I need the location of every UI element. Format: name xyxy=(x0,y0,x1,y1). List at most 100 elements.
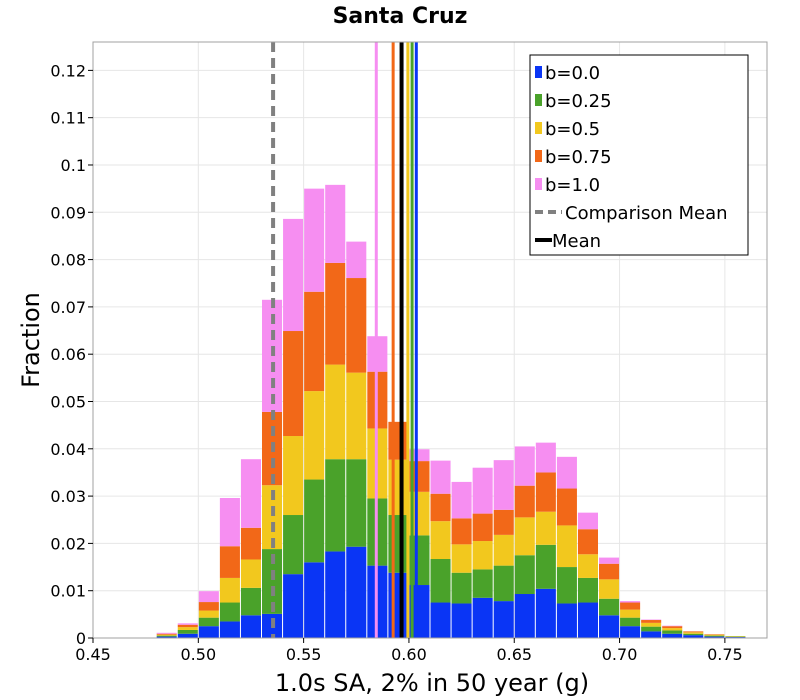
x-tick-label: 0.75 xyxy=(707,645,743,664)
bar-segment xyxy=(704,636,725,638)
y-tick-label: 0.03 xyxy=(50,487,86,506)
legend-label: b=0.5 xyxy=(545,119,600,140)
bar-segment xyxy=(388,459,409,516)
y-tick-label: 0.01 xyxy=(50,582,86,601)
bar-segment xyxy=(325,262,346,365)
bar-segment xyxy=(430,460,451,494)
bar-segment xyxy=(704,634,725,636)
bar-segment xyxy=(641,622,662,627)
bar-segment xyxy=(704,635,725,637)
x-tick-label: 0.45 xyxy=(75,645,111,664)
y-tick-label: 0.12 xyxy=(50,61,86,80)
bar-segment xyxy=(451,572,472,604)
legend-swatch xyxy=(535,122,542,134)
bar-segment xyxy=(493,509,514,535)
bar-segment xyxy=(514,517,535,556)
bar-segment xyxy=(493,460,514,510)
chart-title: Santa Cruz xyxy=(333,4,468,29)
bar-segment xyxy=(430,602,451,638)
bar-segment xyxy=(198,602,219,611)
bar-segment xyxy=(388,515,409,573)
bar-segment xyxy=(641,626,662,632)
bar-segment xyxy=(283,574,304,638)
bar-segment xyxy=(325,184,346,263)
bar-segment xyxy=(577,554,598,578)
y-tick-label: 0.06 xyxy=(50,345,86,364)
bar-segment xyxy=(198,610,219,618)
bar-segment xyxy=(472,541,493,570)
legend-swatch xyxy=(535,178,542,190)
bar-segment xyxy=(556,456,577,489)
bar-segment xyxy=(556,488,577,526)
bar-segment xyxy=(472,569,493,598)
bar-segment xyxy=(514,485,535,518)
bar-segment xyxy=(556,525,577,568)
bar-segment xyxy=(620,602,641,610)
bar-segment xyxy=(620,617,641,627)
legend-box xyxy=(529,54,749,256)
mean-lines xyxy=(271,42,418,638)
bar-segment xyxy=(620,609,641,618)
bar-segment xyxy=(177,633,198,638)
bar-segment xyxy=(451,603,472,638)
bar-segment xyxy=(683,633,704,636)
bar-segment xyxy=(283,436,304,516)
bar-segment xyxy=(620,601,641,603)
bar-segment xyxy=(599,563,620,580)
bar-segment xyxy=(219,621,240,638)
bar-segment xyxy=(556,567,577,604)
bar-segment xyxy=(662,628,683,631)
bar-segment xyxy=(493,534,514,566)
bar-segment xyxy=(535,544,556,589)
x-tick-label: 0.70 xyxy=(602,645,638,664)
bar-segment xyxy=(240,559,261,588)
bar-segment xyxy=(304,479,325,563)
bar-segment xyxy=(156,633,177,635)
bar-segment xyxy=(219,497,240,547)
bar-segment xyxy=(240,527,261,560)
bar-segment xyxy=(262,549,283,614)
x-tick-label: 0.60 xyxy=(391,645,427,664)
y-tick-label: 0.1 xyxy=(61,156,86,175)
bar-segment xyxy=(156,636,177,638)
y-tick-label: 0 xyxy=(76,629,86,648)
x-tick-label: 0.65 xyxy=(496,645,532,664)
legend-label: b=0.0 xyxy=(545,63,600,84)
bar-segment xyxy=(577,602,598,638)
x-tick-label: 0.55 xyxy=(286,645,322,664)
bar-segment xyxy=(472,513,493,542)
y-axis-ticks: 0 0.01 0.02 0.03 0.04 0.05 0.06 0.07 0.08 0.09 0.1… xyxy=(50,61,93,648)
bar-segment xyxy=(409,585,430,638)
bar-segment xyxy=(388,572,409,638)
bar-segment xyxy=(346,241,367,279)
bar-segment xyxy=(535,442,556,473)
bar-segment xyxy=(577,512,598,530)
bar-segment xyxy=(156,635,177,637)
bar-segment xyxy=(240,587,261,616)
legend-label: b=1.0 xyxy=(545,175,600,196)
y-tick-label: 0.07 xyxy=(50,298,86,317)
bar-segment xyxy=(535,588,556,638)
bar-segment xyxy=(599,579,620,599)
bar-segment xyxy=(198,591,219,603)
legend-label-comparison-mean: Comparison Mean xyxy=(565,203,728,224)
bar-segment xyxy=(599,598,620,616)
bar-segment xyxy=(556,603,577,638)
legend-label-mean: Mean xyxy=(552,231,601,252)
bar-segment xyxy=(683,631,704,633)
bar-segment xyxy=(409,535,430,586)
bar-segment xyxy=(683,635,704,638)
bar-segment xyxy=(683,632,704,634)
bar-segment xyxy=(641,620,662,623)
y-tick-label: 0.05 xyxy=(50,392,86,411)
x-axis-ticks: 0.45 0.50 0.55 0.60 0.65 0.70 0.75 xyxy=(75,638,743,664)
bar-segment xyxy=(177,624,198,628)
legend-label: b=0.25 xyxy=(545,91,612,112)
bar-segment xyxy=(177,623,198,625)
bar-segment xyxy=(493,601,514,638)
legend-swatch xyxy=(535,150,542,162)
bar-segment xyxy=(346,372,367,460)
bar-segment xyxy=(240,459,261,528)
bar-segment xyxy=(304,562,325,638)
bar-segment xyxy=(198,626,219,638)
